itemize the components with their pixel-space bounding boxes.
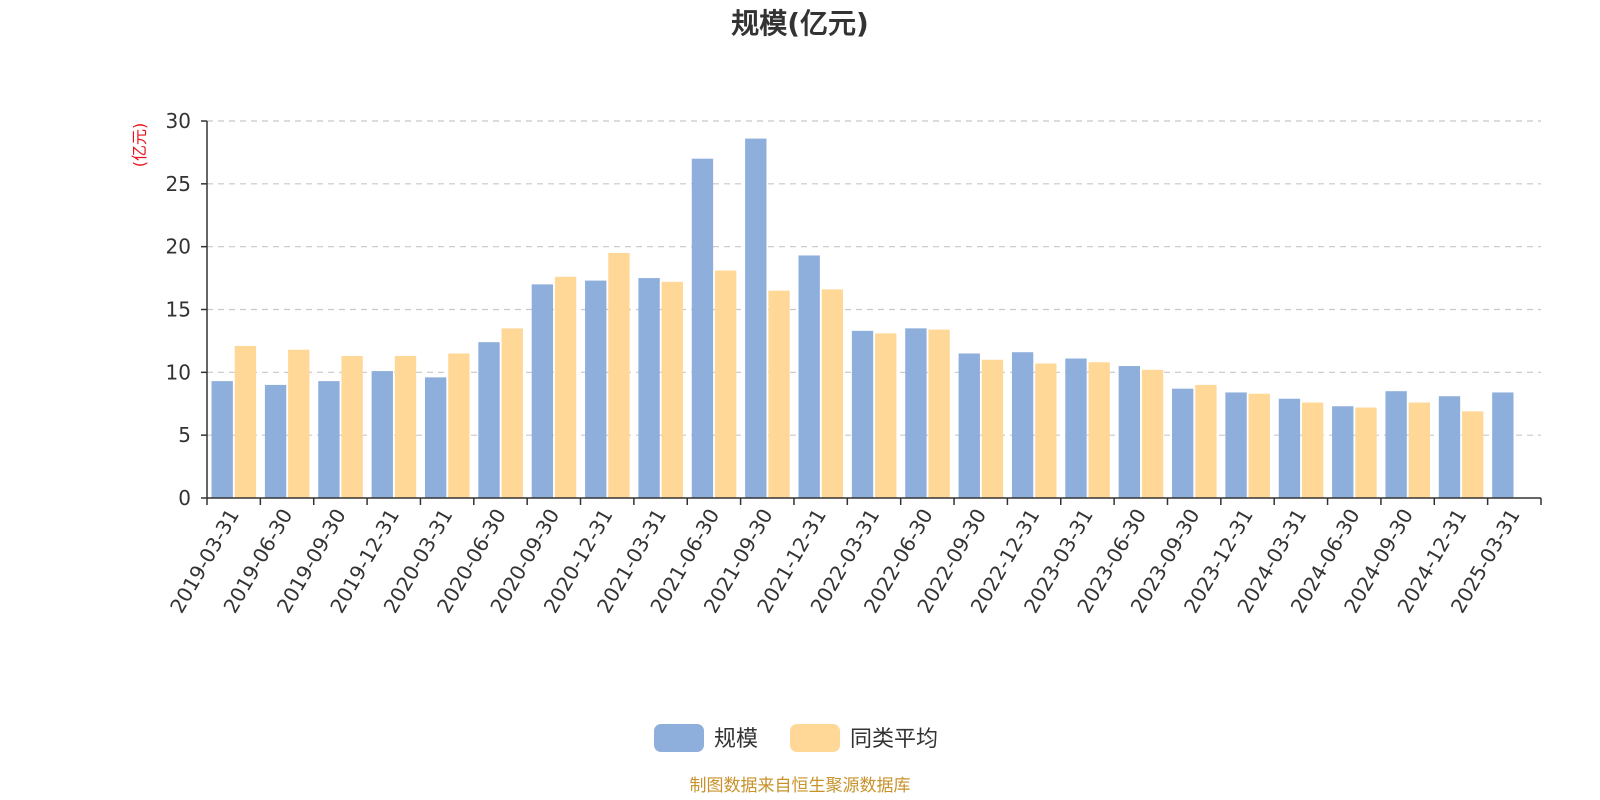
bar-1-2019-12-31 [394,355,417,498]
bar-1-2023-09-30 [1195,384,1217,498]
bar-0-2020-12-31 [585,280,607,498]
bar-1-2024-03-31 [1301,402,1324,498]
bar-0-2022-06-30 [905,328,927,498]
legend-item-0[interactable]: 规模 [654,724,758,752]
bar-0-2023-06-30 [1118,366,1140,498]
bar-0-2020-06-30 [478,342,500,498]
legend-swatch-1 [790,724,840,752]
bar-1-2020-09-30 [554,276,577,498]
bar-0-2024-06-30 [1332,406,1354,498]
bar-0-2021-03-31 [638,278,660,498]
legend[interactable]: 规模 同类平均 [654,724,938,752]
y-tick-label-20: 20 [166,235,191,259]
bar-0-2022-09-30 [958,353,980,498]
bar-0-2020-09-30 [531,284,554,498]
chart-title: 规模(亿元) [731,7,869,40]
bar-1-2020-06-30 [501,328,523,498]
bars [211,138,1514,499]
bar-0-2023-09-30 [1172,388,1194,498]
bar-0-2024-12-31 [1438,396,1461,498]
bar-1-2022-09-30 [981,359,1004,498]
bar-0-2021-06-30 [691,158,714,498]
bar-1-2021-03-31 [661,281,683,498]
bar-1-2022-06-30 [928,329,950,498]
bar-0-2024-03-31 [1278,398,1301,498]
bar-0-2019-03-31 [211,381,233,498]
y-tick-label-10: 10 [166,360,191,384]
y-tick-label-0: 0 [178,486,191,510]
bar-1-2024-09-30 [1408,402,1431,498]
bar-0-2022-12-31 [1011,352,1034,498]
y-axis-unit-label: (亿元) [130,123,149,168]
bar-1-2024-12-31 [1462,411,1484,498]
legend-item-1[interactable]: 同类平均 [790,724,938,752]
bar-1-2019-09-30 [341,355,363,498]
bar-0-2021-09-30 [745,138,767,499]
bar-1-2023-06-30 [1141,369,1164,498]
data-source-note: 制图数据来自恒生聚源数据库 [690,776,911,796]
y-tick-label-5: 5 [178,423,191,447]
bar-0-2019-09-30 [318,381,340,498]
bar-0-2023-03-31 [1065,358,1087,498]
legend-swatch-0 [654,724,704,752]
bar-1-2019-06-30 [288,349,310,498]
bar-1-2021-06-30 [714,270,737,498]
bar-0-2019-06-30 [264,384,287,498]
bar-1-2021-12-31 [821,289,844,498]
y-tick-label-15: 15 [166,298,191,322]
bar-1-2024-06-30 [1355,407,1377,498]
bar-1-2020-03-31 [448,353,470,498]
y-tick-label-25: 25 [166,172,191,196]
legend-label-1: 同类平均 [850,727,938,752]
bar-0-2020-03-31 [424,377,447,498]
bar-1-2023-12-31 [1248,393,1270,498]
bar-0-2022-03-31 [851,330,874,498]
y-tick-label-30: 30 [166,109,191,133]
bar-1-2020-12-31 [608,252,630,498]
legend-label-0: 规模 [714,727,758,752]
bar-1-2019-03-31 [234,345,257,498]
bar-1-2022-12-31 [1035,363,1057,498]
bar-1-2023-03-31 [1088,362,1110,498]
bar-0-2021-12-31 [798,255,820,498]
bar-0-2025-03-31 [1492,392,1514,498]
bar-0-2023-12-31 [1225,392,1247,498]
bar-0-2024-09-30 [1385,391,1407,498]
bar-1-2021-09-30 [768,290,790,498]
bar-0-2019-12-31 [371,371,393,498]
bar-1-2022-03-31 [875,333,897,498]
